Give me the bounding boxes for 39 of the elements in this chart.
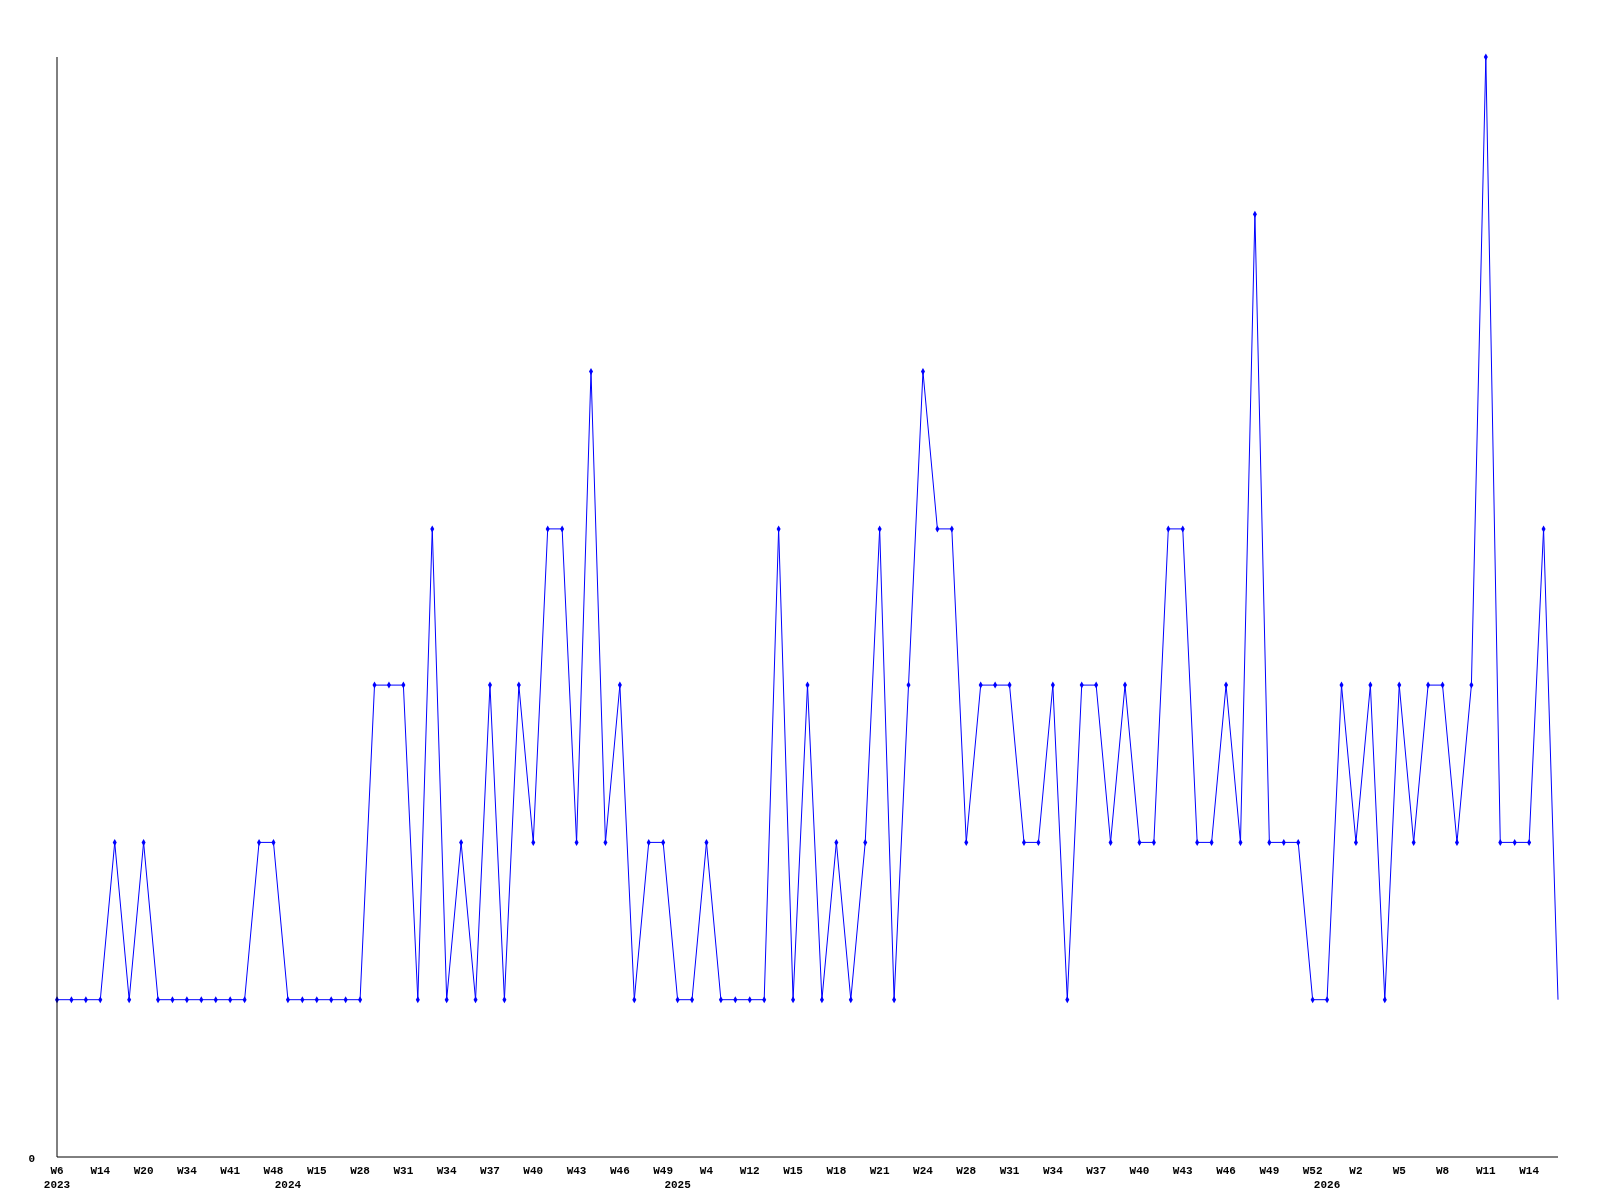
x-tick-label: W6 2023 (43, 1165, 71, 1191)
x-tick-label: W8 (1435, 1165, 1450, 1177)
x-tick-label: W34 (1042, 1165, 1064, 1177)
x-tick-label: W28 (956, 1165, 977, 1177)
x-tick-label: W31 (393, 1165, 414, 1177)
x-tick-label: W14 (90, 1165, 111, 1177)
x-tick-label: W28 (350, 1165, 371, 1177)
x-tick-label: W4 (699, 1165, 714, 1177)
x-tick-label: W24 (913, 1165, 934, 1177)
x-tick-label: W37 (480, 1165, 500, 1177)
x-tick-label: W37 (1086, 1165, 1107, 1177)
x-tick-label: W46 (1216, 1165, 1236, 1177)
x-tick-label: W14 (1519, 1165, 1540, 1177)
x-tick-label: W40 (1129, 1165, 1150, 1177)
x-tick-label: W15 (306, 1165, 328, 1177)
x-tick-label: W43 (1172, 1165, 1194, 1177)
x-tick-label: W12 (739, 1165, 760, 1177)
x-tick-label: W43 (566, 1165, 587, 1177)
x-tick-label: 2024 (274, 1179, 302, 1191)
x-tick-label: W49 (653, 1165, 674, 1177)
x-tick-label: W40 (523, 1165, 544, 1177)
x-tick-label: W34 (436, 1165, 457, 1177)
x-tick-label: W48 (263, 1165, 284, 1177)
x-tick-label: W41 (220, 1165, 241, 1177)
x-tick-label: W18 (826, 1165, 847, 1177)
x-tick-label: W5 (1392, 1165, 1407, 1177)
x-tick-label: W2 (1349, 1165, 1363, 1177)
x-tick-label: W52 (1302, 1165, 1323, 1177)
x-tick-label: 2025 (664, 1179, 692, 1191)
x-tick-label: W20 (133, 1165, 154, 1177)
x-tick-label: W21 (869, 1165, 890, 1177)
text: 0 (28, 1153, 35, 1165)
x-tick-label: W46 (609, 1165, 630, 1177)
x-tick-label: W34 (176, 1165, 198, 1177)
x-tick-label: W31 (999, 1165, 1020, 1177)
x-tick-label: 2026 (1313, 1179, 1341, 1191)
x-tick-label: W11 (1475, 1165, 1497, 1177)
x-tick-label: W49 (1259, 1165, 1280, 1177)
x-tick-label: W15 (783, 1165, 804, 1177)
